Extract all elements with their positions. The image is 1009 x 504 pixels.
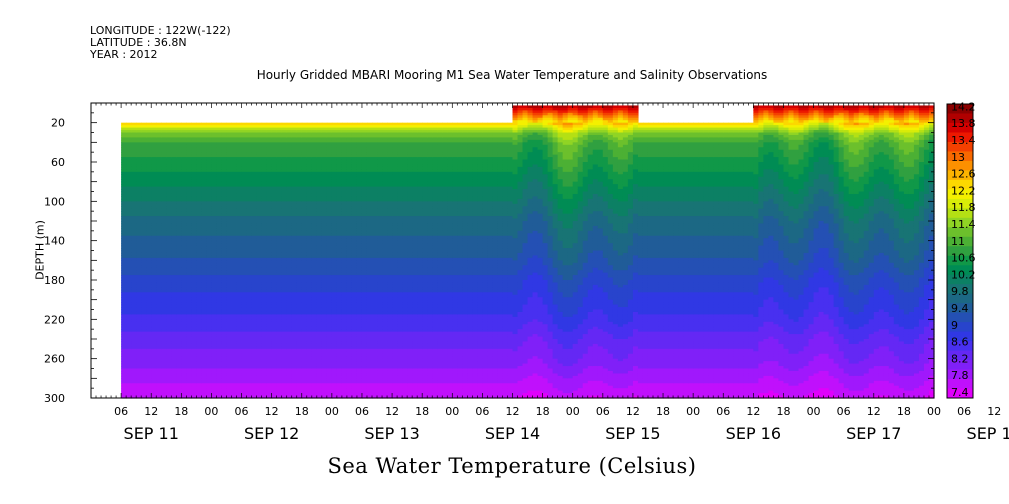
temperature-chart: 06 12 18 00 06 12 18 00 06 12 18 00 06 12 18 00 06 12 18 00… [0,0,1009,504]
plot-area [121,105,934,398]
